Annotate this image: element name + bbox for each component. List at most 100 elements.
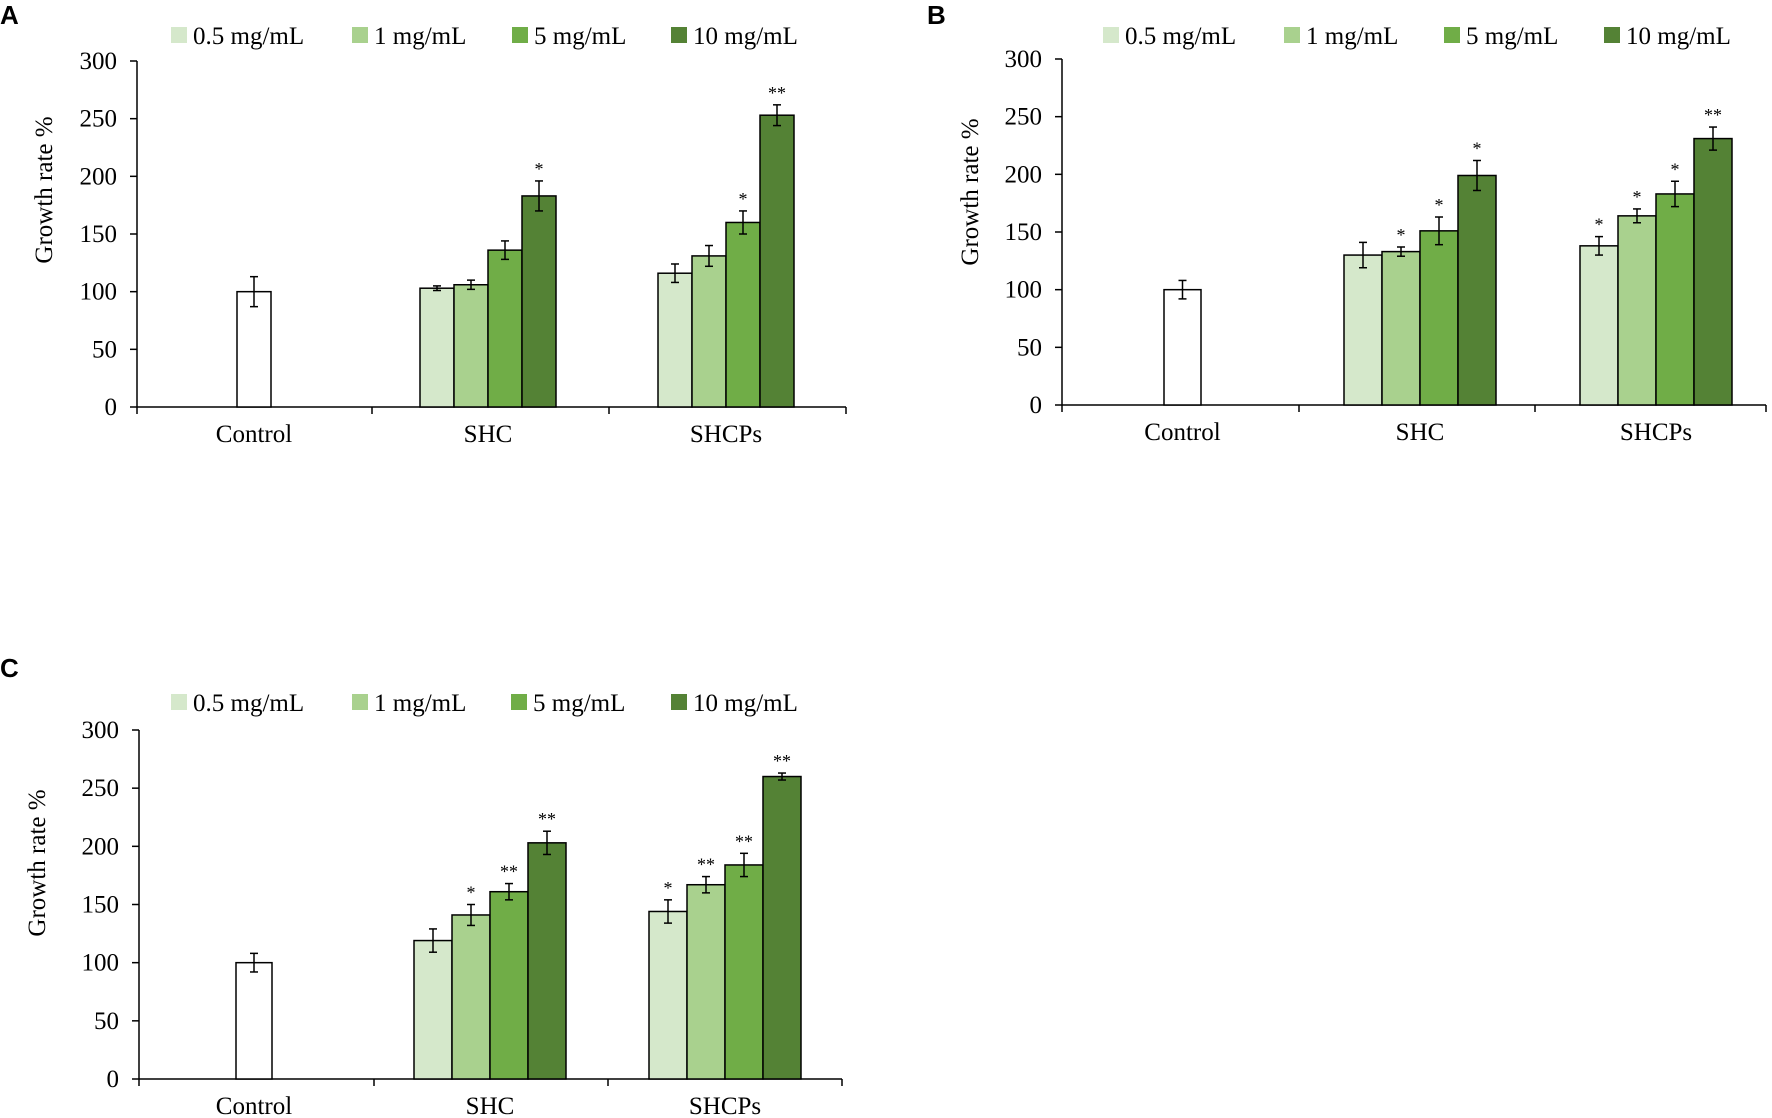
legend-swatch [511, 694, 527, 710]
bar-shc-series-3 [1457, 174, 1497, 406]
bar-shcps-series-0 [657, 272, 693, 408]
bar-shcps-series-2 [725, 221, 761, 408]
y-tick-label: 200 [1005, 161, 1043, 188]
category-label: SHCPs [689, 1093, 761, 1118]
y-axis-label-b: Growth rate % [957, 118, 984, 265]
legend-label: 10 mg/mL [1626, 23, 1731, 50]
panel-label-b: B [927, 0, 946, 30]
y-tick-label: 300 [80, 48, 118, 75]
y-tick-label: 0 [107, 1066, 120, 1093]
significance-label: * [1633, 187, 1642, 207]
legend-swatch [512, 27, 528, 43]
bar-shc-series-2 [1419, 230, 1459, 406]
legend-label: 10 mg/mL [693, 23, 798, 50]
legend-swatch [671, 27, 687, 43]
significance-label: ** [1704, 105, 1722, 125]
y-tick-label: 100 [82, 950, 120, 977]
bar-control [1163, 288, 1202, 406]
significance-label: * [739, 189, 748, 209]
significance-label: * [535, 159, 544, 179]
y-tick-label: 50 [94, 1008, 119, 1035]
category-label: SHCPs [1620, 419, 1692, 446]
legend-label: 1 mg/mL [374, 690, 466, 717]
category-label: Control [1144, 419, 1220, 446]
bar-control [235, 961, 273, 1080]
bar-shcps-series-2 [1655, 193, 1695, 406]
bar-shc-series-1 [1381, 250, 1421, 406]
category-label: SHC [464, 421, 513, 448]
bar-shcps-series-0 [1579, 245, 1619, 406]
legend-label: 10 mg/mL [693, 690, 798, 717]
significance-label: ** [773, 751, 791, 771]
significance-label: * [1435, 195, 1444, 215]
legend-swatch [171, 694, 187, 710]
significance-label: * [1397, 225, 1406, 245]
y-tick-label: 150 [82, 892, 120, 919]
bar-shcps-series-0 [648, 910, 688, 1080]
legend-label: 0.5 mg/mL [1125, 23, 1236, 50]
significance-label: * [1595, 215, 1604, 235]
significance-label: ** [500, 862, 518, 882]
category-label: SHC [1396, 419, 1445, 446]
bar-control [236, 290, 272, 408]
bar-shc-series-1 [453, 283, 489, 408]
bar-shcps-series-3 [759, 114, 795, 408]
legend-label: 5 mg/mL [1466, 23, 1558, 50]
legend-c: 0.5 mg/mL 1 mg/mL 5 mg/mL 10 mg/mL [171, 690, 798, 717]
panel-label-a: A [0, 0, 19, 30]
legend-swatch [1444, 27, 1460, 43]
significance-label: ** [697, 855, 715, 875]
legend-label: 5 mg/mL [534, 23, 626, 50]
bar-shcps-series-1 [691, 255, 727, 408]
category-label: Control [216, 421, 292, 448]
y-tick-label: 0 [1030, 392, 1043, 419]
bar-shc-series-3 [527, 842, 567, 1080]
y-tick-label: 150 [1005, 219, 1043, 246]
legend-label: 0.5 mg/mL [193, 690, 304, 717]
y-axis-label-a: Growth rate % [31, 116, 58, 263]
significance-label: ** [538, 809, 556, 829]
bar-shc-series-0 [419, 287, 455, 408]
legend-swatch [1284, 27, 1300, 43]
bar-shcps-series-3 [762, 775, 802, 1080]
y-tick-label: 300 [82, 717, 120, 744]
y-axis-label-c: Growth rate % [24, 789, 51, 936]
legend-label: 5 mg/mL [533, 690, 625, 717]
significance-label: * [1473, 138, 1482, 158]
y-tick-label: 250 [1005, 104, 1043, 131]
legend-a: 0.5 mg/mL 1 mg/mL 5 mg/mL 10 mg/mL [171, 23, 798, 50]
legend-label: 1 mg/mL [1306, 23, 1398, 50]
legend-label: 1 mg/mL [374, 23, 466, 50]
y-tick-label: 50 [1017, 334, 1042, 361]
bar-shc-series-2 [489, 890, 529, 1080]
y-tick-label: 200 [80, 163, 118, 190]
panel-label-c: C [0, 653, 19, 683]
bar-shc-series-0 [1343, 254, 1383, 406]
legend-swatch [352, 694, 368, 710]
y-tick-label: 250 [80, 106, 118, 133]
panel-c: C 0.5 mg/mL 1 mg/mL 5 mg/mL 10 mg/mL Growth… [0, 653, 843, 1118]
significance-label: * [1671, 159, 1680, 179]
bar-shc-series-0 [413, 939, 453, 1080]
legend-b: 0.5 mg/mL 1 mg/mL 5 mg/mL 10 mg/mL [1103, 23, 1731, 50]
y-tick-label: 250 [82, 775, 120, 802]
legend-label: 0.5 mg/mL [193, 23, 304, 50]
category-label: SHC [466, 1093, 515, 1118]
y-tick-label: 300 [1005, 46, 1043, 73]
legend-swatch [352, 27, 368, 43]
y-tick-label: 0 [105, 394, 118, 421]
y-tick-label: 200 [82, 833, 120, 860]
panel-b: B 0.5 mg/mL 1 mg/mL 5 mg/mL 10 mg/mL Growth… [927, 0, 1767, 446]
bar-shcps-series-3 [1693, 137, 1733, 406]
category-label: SHCPs [690, 421, 762, 448]
y-tick-label: 150 [80, 221, 118, 248]
significance-label: ** [768, 83, 786, 103]
significance-label: * [664, 878, 673, 898]
bar-shcps-series-2 [724, 864, 764, 1080]
legend-swatch [171, 27, 187, 43]
category-label: Control [216, 1093, 292, 1118]
